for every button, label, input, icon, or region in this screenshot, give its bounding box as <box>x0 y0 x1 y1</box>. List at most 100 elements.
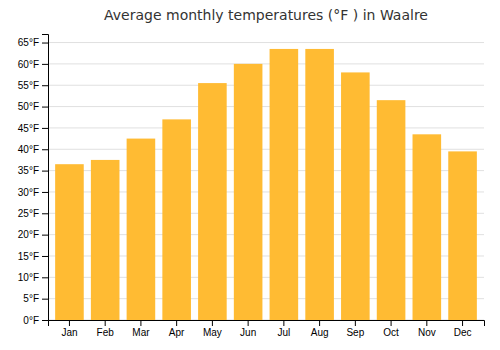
y-tick: 25°F <box>18 208 48 219</box>
bar <box>377 100 406 320</box>
y-tick-mark <box>42 235 48 236</box>
x-tick: Dec <box>454 320 472 338</box>
grid-line <box>48 63 484 64</box>
bar <box>234 64 263 320</box>
y-tick-label: 0°F <box>23 315 39 326</box>
y-tick-mark <box>42 213 48 214</box>
y-tick-mark <box>42 192 48 193</box>
bar <box>341 72 370 320</box>
x-tick-label: Jul <box>277 327 290 338</box>
y-tick: 5°F <box>23 293 48 304</box>
x-tick-label: Aug <box>311 327 329 338</box>
y-tick-label: 55°F <box>18 80 39 91</box>
x-tick-mark <box>355 320 356 326</box>
x-tick-label: Dec <box>454 327 472 338</box>
y-tick-mark <box>42 277 48 278</box>
bar <box>448 151 477 320</box>
x-tick: Jul <box>277 320 290 338</box>
bar <box>162 119 191 320</box>
x-tick: Nov <box>418 320 436 338</box>
x-tick-label: May <box>203 327 222 338</box>
x-tick: Jan <box>61 320 77 338</box>
x-axis-line <box>49 321 485 327</box>
x-tick-mark <box>69 320 70 326</box>
x-tick-label: Jan <box>61 327 77 338</box>
y-tick-mark <box>42 64 48 65</box>
x-axis: Jan Feb Mar Apr May Jun Jul Aug Sep Oct Nov Dec <box>49 320 485 338</box>
x-tick-mark <box>462 320 463 326</box>
y-tick-label: 10°F <box>18 272 39 283</box>
plot-area: 0°F 5°F 10°F 15°F 20°F 25°F 30°F 35°F 40°F 45°F 50… <box>18 35 485 339</box>
y-tick: 45°F <box>18 123 48 134</box>
x-tick: Feb <box>97 320 115 338</box>
y-tick-mark <box>42 43 48 44</box>
x-tick-mark <box>283 320 284 326</box>
x-tick: Aug <box>311 320 329 338</box>
grid-line <box>48 106 484 107</box>
grid-line <box>48 127 484 128</box>
y-tick: 40°F <box>18 144 48 155</box>
x-tick-label: Sep <box>346 327 364 338</box>
grid-line <box>48 85 484 86</box>
x-tick-label: Mar <box>132 327 150 338</box>
x-tick-label: Jun <box>240 327 256 338</box>
y-axis-line <box>42 35 49 321</box>
x-tick-label: Nov <box>418 327 436 338</box>
y-tick-label: 20°F <box>18 229 39 240</box>
x-tick-label: Oct <box>383 327 399 338</box>
x-tick: Mar <box>132 320 150 338</box>
x-tick-mark <box>212 320 213 326</box>
x-tick-mark <box>319 320 320 326</box>
bar <box>270 49 299 320</box>
y-tick-label: 40°F <box>18 144 39 155</box>
y-tick-label: 15°F <box>18 251 39 262</box>
x-tick-mark <box>426 320 427 326</box>
y-tick-label: 5°F <box>23 293 39 304</box>
x-tick-mark <box>176 320 177 326</box>
x-tick-label: Feb <box>97 327 115 338</box>
x-tick-mark <box>391 320 392 326</box>
y-tick-mark <box>42 320 48 321</box>
y-tick-label: 30°F <box>18 187 39 198</box>
x-tick-label: Apr <box>169 327 185 338</box>
bar <box>91 160 120 320</box>
y-tick: 55°F <box>18 80 48 91</box>
y-tick: 60°F <box>18 59 48 70</box>
y-tick-mark <box>42 128 48 129</box>
y-tick: 20°F <box>18 229 48 240</box>
x-tick: Sep <box>346 320 364 338</box>
x-tick: May <box>203 320 222 338</box>
y-tick-label: 25°F <box>18 208 39 219</box>
y-tick: 30°F <box>18 187 48 198</box>
bars <box>55 49 477 320</box>
bar <box>127 139 156 320</box>
bar <box>55 164 84 320</box>
x-tick-mark <box>140 320 141 326</box>
y-tick-mark <box>42 171 48 172</box>
y-tick-label: 65°F <box>18 37 39 48</box>
y-tick-mark <box>42 299 48 300</box>
grid-line <box>48 42 484 43</box>
chart-container: 0°F 5°F 10°F 15°F 20°F 25°F 30°F 35°F 40°F 45°F 50… <box>0 0 500 350</box>
y-tick: 65°F <box>18 37 48 48</box>
x-tick: Jun <box>240 320 256 338</box>
bar <box>198 83 227 320</box>
y-axis: 0°F 5°F 10°F 15°F 20°F 25°F 30°F 35°F 40°F 45°F 50… <box>18 35 49 326</box>
x-tick: Apr <box>169 320 185 338</box>
grid <box>48 43 484 320</box>
x-tick: Oct <box>383 320 399 338</box>
bar <box>413 134 442 320</box>
y-tick-mark <box>42 107 48 108</box>
bar <box>305 49 334 320</box>
y-tick: 10°F <box>18 272 48 283</box>
x-tick-mark <box>248 320 249 326</box>
y-tick-label: 35°F <box>18 165 39 176</box>
y-tick-label: 45°F <box>18 123 39 134</box>
y-tick-label: 60°F <box>18 59 39 70</box>
y-tick-mark <box>42 85 48 86</box>
y-tick-mark <box>42 256 48 257</box>
y-tick-label: 50°F <box>18 101 39 112</box>
title: Average monthly temperatures (°F ) in Wa… <box>104 7 428 23</box>
y-tick: 50°F <box>18 101 48 112</box>
y-tick: 15°F <box>18 251 48 262</box>
